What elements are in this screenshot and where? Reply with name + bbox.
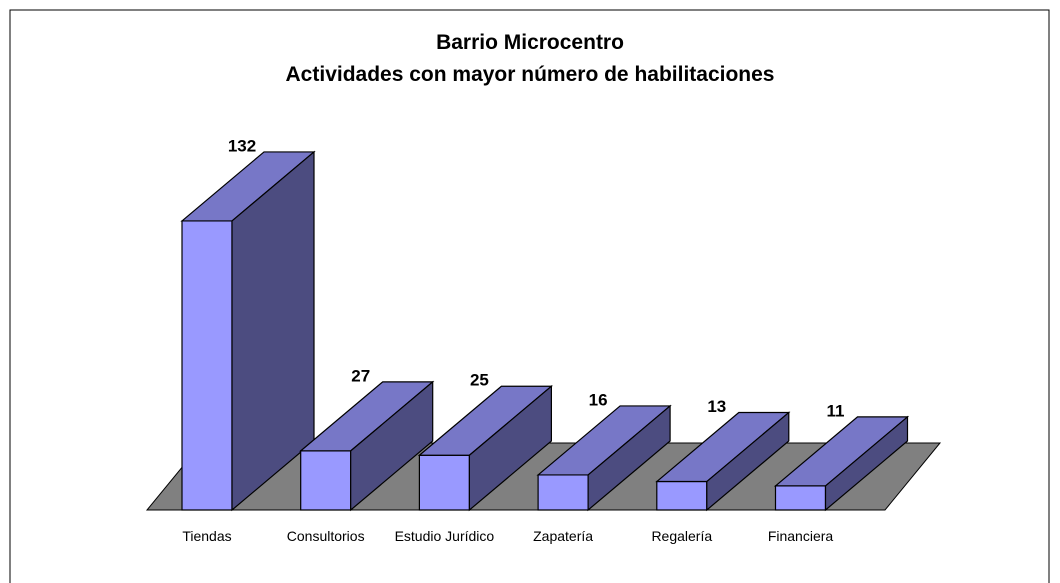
data-label: 25 [470, 371, 489, 390]
chart-title: Barrio Microcentro [436, 31, 624, 54]
chart-subtitle: Actividades con mayor número de habilita… [285, 63, 775, 86]
bar [536, 404, 672, 512]
data-label: 132 [228, 136, 256, 155]
data-label: 16 [589, 390, 608, 409]
data-label: 27 [351, 366, 370, 385]
x-tick-label: Estudio Jurídico [394, 528, 495, 544]
x-tick-label: Consultorios [286, 528, 365, 544]
bar [180, 150, 316, 512]
bar [417, 384, 554, 512]
bar [299, 380, 435, 512]
bar-side [824, 415, 909, 512]
bar-front [418, 454, 470, 511]
bar [655, 411, 791, 512]
bar-front [181, 220, 233, 511]
data-label: 11 [827, 401, 845, 420]
data-label: 13 [707, 397, 726, 416]
bar-side [587, 404, 671, 512]
bar-front [537, 474, 589, 511]
x-tick-label: Financiera [767, 528, 834, 544]
bar-front [774, 485, 827, 511]
x-tick-label: Zapatería [533, 528, 594, 544]
x-tick-label: Regalería [651, 528, 713, 544]
bar [773, 415, 910, 512]
bar-side [350, 380, 434, 512]
x-tick-label: Tiendas [182, 528, 232, 544]
bar-front [656, 480, 708, 511]
bar-front [300, 450, 352, 511]
bar-side [706, 411, 790, 512]
bar-side [468, 384, 553, 512]
